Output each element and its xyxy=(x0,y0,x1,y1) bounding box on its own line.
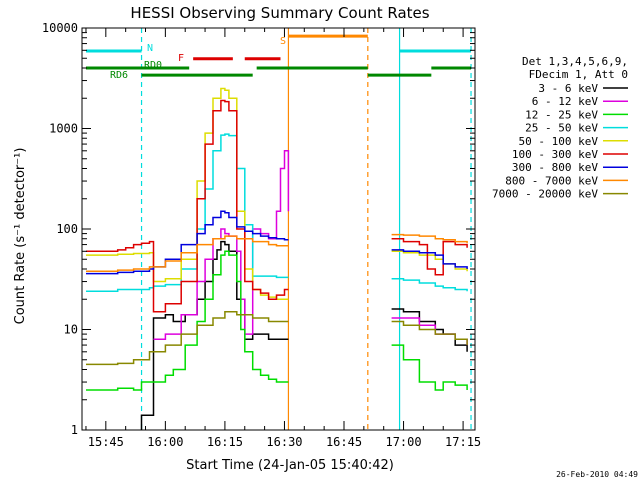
annotation-rd0: RD0 xyxy=(144,60,162,71)
chart-title: HESSI Observing Summary Count Rates xyxy=(130,4,429,22)
legend-entry-label-6: 300 - 800 keV xyxy=(512,161,598,174)
plot-area xyxy=(85,28,472,430)
x-tick-label-1: 16:00 xyxy=(147,435,183,449)
legend-entry-label-4: 50 - 100 keV xyxy=(519,135,599,148)
annotation-rd6: RD6 xyxy=(110,70,128,81)
legend-entry-label-2: 12 - 25 keV xyxy=(525,108,598,121)
series-line-0 xyxy=(140,240,468,430)
y-tick-label-0: 1 xyxy=(71,423,78,437)
series-line-8 xyxy=(86,311,468,366)
series-line-6 xyxy=(86,210,468,275)
legend-entry-label-5: 100 - 300 keV xyxy=(512,148,598,161)
y-tick-label-1: 10 xyxy=(64,323,78,337)
annotation-f: F xyxy=(178,53,184,64)
y-axis-label: Count Rate (s⁻¹ detector⁻¹) xyxy=(13,148,28,325)
x-tick-label-3: 16:30 xyxy=(266,435,302,449)
x-tick-label-0: 15:45 xyxy=(88,435,124,449)
footer-timestamp: 26-Feb-2010 04:49 xyxy=(556,470,638,479)
legend-title-line-2: FDecim 1, Att 0 xyxy=(529,68,628,81)
annotation-s: S xyxy=(280,36,286,47)
y-tick-label-4: 10000 xyxy=(42,21,78,35)
annotation-n: N xyxy=(147,43,153,54)
x-tick-label-6: 17:15 xyxy=(445,435,481,449)
x-axis-label: Start Time (24-Jan-05 15:40:42) xyxy=(186,458,394,473)
x-tick-label-5: 17:00 xyxy=(385,435,421,449)
y-tick-label-2: 100 xyxy=(56,222,78,236)
legend-entry-label-1: 6 - 12 keV xyxy=(532,95,599,108)
series-line-2 xyxy=(86,250,468,391)
series-line-7 xyxy=(86,233,468,272)
legend-title-line-1: Det 1,3,4,5,6,9, xyxy=(522,55,628,68)
legend-entry-label-0: 3 - 6 keV xyxy=(538,82,598,95)
y-tick-label-3: 1000 xyxy=(49,122,78,136)
chart-axes: 15:45 16:00 16:15 16:30 16:45 17:00 17:15 1 10 10… xyxy=(42,21,481,449)
series-line-5 xyxy=(86,99,468,313)
x-tick-label-2: 16:15 xyxy=(207,435,243,449)
legend-entry-label-3: 25 - 50 keV xyxy=(525,122,598,135)
legend: Det 1,3,4,5,6,9,FDecim 1, Att 03 - 6 keV… xyxy=(492,55,628,201)
chart-marks: N F S RD0 RD6 xyxy=(85,28,472,430)
series-line-4 xyxy=(86,87,468,300)
legend-entry-label-8: 7000 - 20000 keV xyxy=(492,188,598,201)
legend-entry-label-7: 800 - 7000 keV xyxy=(505,174,598,187)
x-tick-label-4: 16:45 xyxy=(326,435,362,449)
